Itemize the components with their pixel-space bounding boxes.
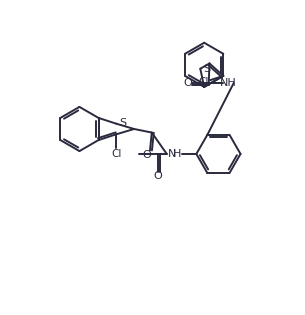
Text: O: O — [183, 78, 192, 88]
Text: H: H — [173, 149, 181, 159]
Text: NH: NH — [220, 78, 237, 88]
Text: S: S — [203, 65, 210, 74]
Text: S: S — [119, 118, 126, 128]
Text: O: O — [142, 150, 151, 160]
Text: N: N — [167, 149, 176, 159]
Text: Cl: Cl — [111, 149, 121, 159]
Text: O: O — [154, 171, 163, 181]
Text: Cl: Cl — [199, 77, 209, 87]
